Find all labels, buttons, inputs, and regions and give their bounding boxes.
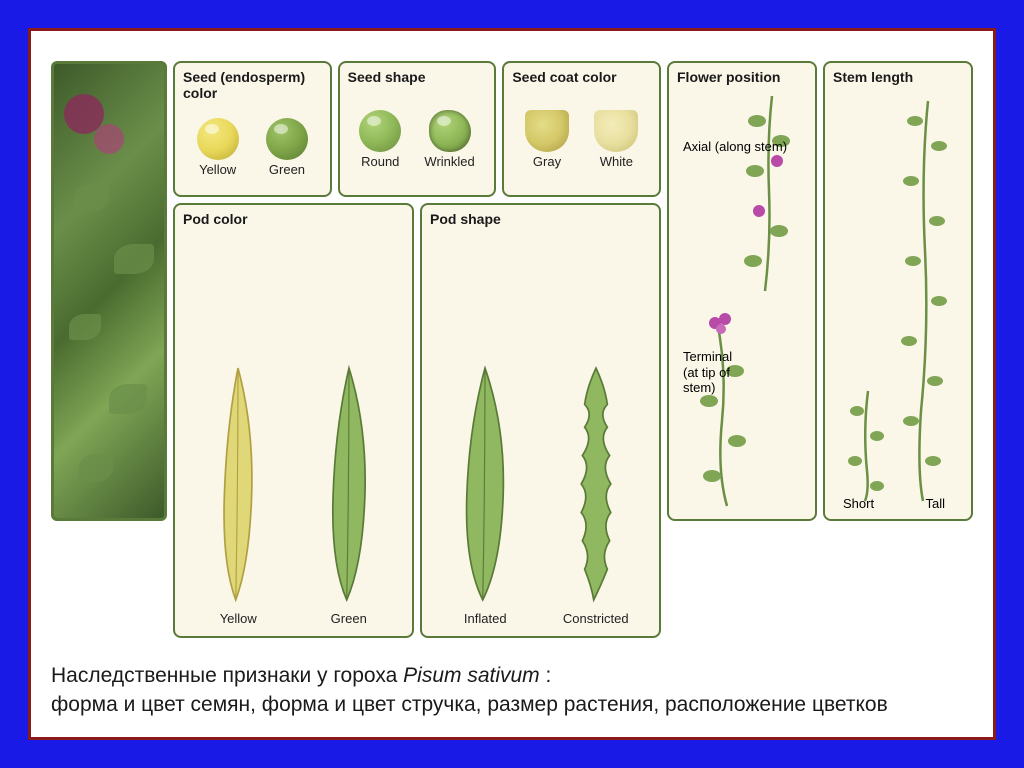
seed-shape-panel: Seed shape Round Wrinkled bbox=[338, 61, 497, 197]
stem-length-illustration bbox=[833, 89, 963, 513]
panel-title: Pod shape bbox=[430, 211, 651, 227]
seed-color-panel: Seed (endosperm) color Yellow Green bbox=[173, 61, 332, 197]
pod-green: Green bbox=[304, 359, 394, 626]
variant-label: Tall bbox=[925, 496, 945, 511]
variant-label: Short bbox=[843, 496, 874, 511]
seed-traits-row: Seed (endosperm) color Yellow Green See bbox=[173, 61, 661, 197]
seed-coat-white: White bbox=[594, 110, 638, 169]
pod-icon bbox=[304, 359, 394, 609]
pod-constricted: Constricted bbox=[551, 359, 641, 626]
variant-label: Yellow bbox=[220, 611, 257, 626]
variant-label: Terminal (at tip of stem) bbox=[683, 349, 743, 396]
species-name: Pisum sativum bbox=[403, 664, 540, 687]
pod-traits-row: Pod color Yellow bbox=[173, 203, 661, 638]
variant-label: Gray bbox=[533, 154, 561, 169]
caption-text: : bbox=[540, 664, 552, 687]
variant-label: Round bbox=[361, 154, 399, 169]
variant-label: White bbox=[600, 154, 633, 169]
slide-frame: Seed (endosperm) color Yellow Green See bbox=[28, 28, 996, 740]
pod-color-panel: Pod color Yellow bbox=[173, 203, 414, 638]
seed-coat-panel: Seed coat color Gray White bbox=[502, 61, 661, 197]
pod-icon bbox=[551, 359, 641, 609]
caption: Наследственные признаки у гороха Pisum s… bbox=[51, 662, 973, 719]
variant-label: Axial (along stem) bbox=[683, 139, 787, 155]
variant-label: Inflated bbox=[464, 611, 507, 626]
seed-green: Green bbox=[266, 118, 308, 177]
variant-label: Constricted bbox=[563, 611, 629, 626]
pod-shape-panel: Pod shape Inflated bbox=[420, 203, 661, 638]
seed-yellow: Yellow bbox=[197, 118, 239, 177]
seed-round: Round bbox=[359, 110, 401, 169]
pod-inflated: Inflated bbox=[440, 359, 530, 626]
pea-plant-photo bbox=[51, 61, 167, 521]
caption-line-1: Наследственные признаки у гороха Pisum s… bbox=[51, 662, 973, 690]
variant-label: Wrinkled bbox=[424, 154, 474, 169]
variant-label: Green bbox=[269, 162, 305, 177]
panel-title: Seed coat color bbox=[512, 69, 651, 85]
caption-text: Наследственные признаки у гороха bbox=[51, 664, 403, 687]
seed-wrinkled: Wrinkled bbox=[424, 110, 474, 169]
pod-yellow: Yellow bbox=[193, 359, 283, 626]
pod-icon bbox=[440, 359, 530, 609]
flower-position-panel: Flower position bbox=[667, 61, 817, 521]
panel-title: Pod color bbox=[183, 211, 404, 227]
panel-title: Stem length bbox=[833, 69, 963, 85]
caption-line-2: форма и цвет семян, форма и цвет стручка… bbox=[51, 691, 973, 719]
panel-title: Seed shape bbox=[348, 69, 487, 85]
seed-pod-column: Seed (endosperm) color Yellow Green See bbox=[173, 61, 661, 638]
stem-length-panel: Stem length bbox=[823, 61, 973, 521]
traits-diagram: Seed (endosperm) color Yellow Green See bbox=[51, 61, 973, 638]
panel-title: Flower position bbox=[677, 69, 807, 85]
pod-icon bbox=[193, 359, 283, 609]
panel-title: Seed (endosperm) color bbox=[183, 69, 322, 101]
variant-label: Green bbox=[331, 611, 367, 626]
seed-coat-gray: Gray bbox=[525, 110, 569, 169]
variant-label: Yellow bbox=[199, 162, 236, 177]
